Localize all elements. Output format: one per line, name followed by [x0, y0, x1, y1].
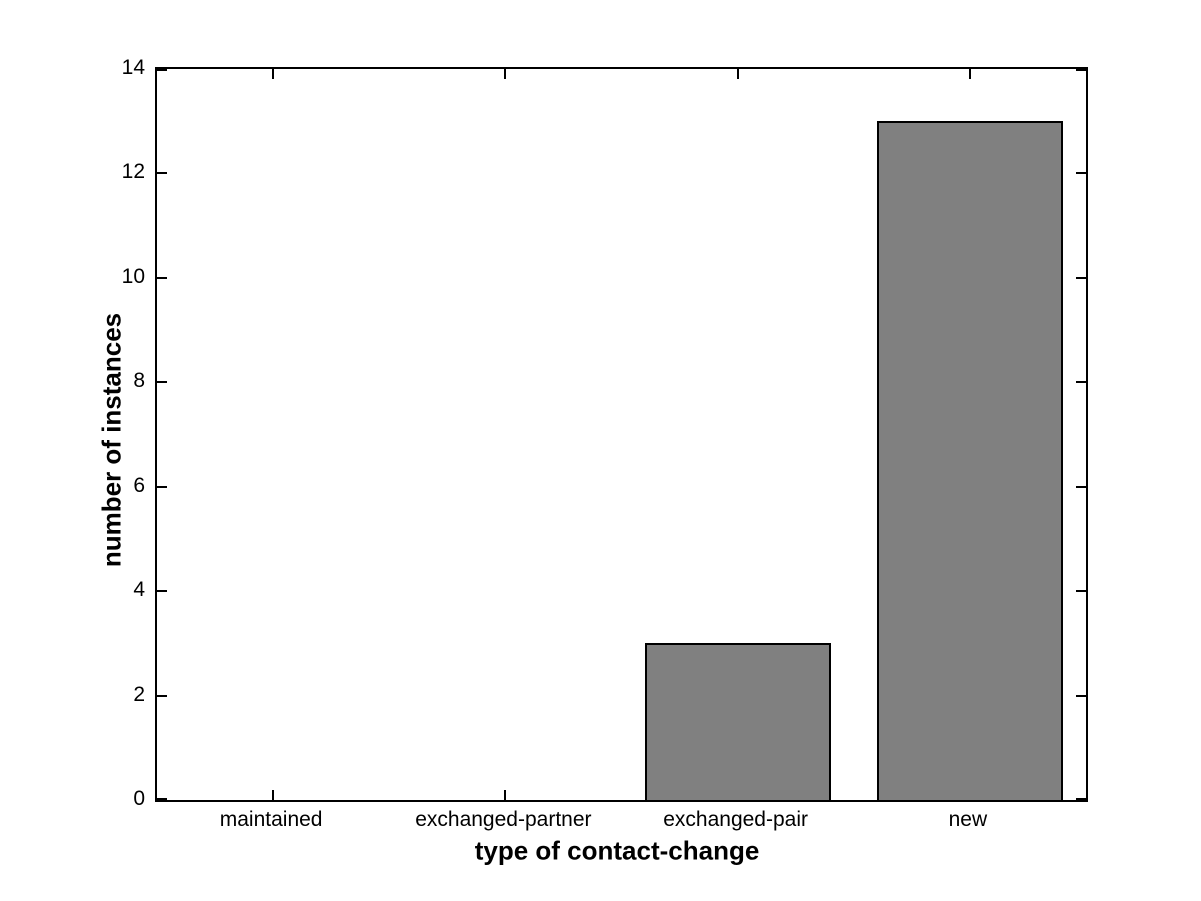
y-tick-right-12	[1076, 172, 1086, 175]
y-tick-right-2	[1076, 694, 1086, 697]
y-tick-left-2	[157, 694, 167, 697]
x-tick-top-maintained	[272, 69, 275, 79]
y-tick-left-6	[157, 485, 167, 488]
plot-area	[155, 67, 1088, 802]
x-tick-label-exchanged-partner: exchanged-partner	[415, 808, 592, 831]
y-tick-label-4: 4	[133, 578, 145, 602]
x-tick-label-exchanged-pair: exchanged-pair	[663, 808, 808, 831]
y-tick-label-14: 14	[121, 56, 145, 79]
y-tick-label-12: 12	[121, 160, 145, 184]
x-tick-top-new	[968, 69, 971, 79]
x-tick-bottom-exchanged-partner	[504, 790, 507, 800]
y-tick-right-14	[1076, 69, 1086, 71]
bar-new	[876, 121, 1063, 800]
y-axis-label: number of instances	[96, 312, 127, 568]
y-tick-right-10	[1076, 276, 1086, 279]
x-tick-label-new: new	[948, 808, 988, 831]
y-tick-right-0	[1076, 798, 1086, 800]
y-tick-left-10	[157, 276, 167, 279]
x-tick-bottom-maintained	[272, 790, 275, 800]
bar-exchanged-pair	[644, 643, 831, 800]
y-tick-label-0: 0	[133, 787, 145, 810]
x-tick-label-maintained: maintained	[219, 808, 323, 831]
y-tick-label-8: 8	[133, 369, 145, 393]
y-tick-label-6: 6	[133, 473, 145, 497]
y-tick-left-0	[157, 798, 167, 800]
y-tick-left-14	[157, 69, 167, 71]
y-tick-left-4	[157, 590, 167, 593]
x-tick-top-exchanged-pair	[736, 69, 739, 79]
y-tick-right-6	[1076, 485, 1086, 488]
x-tick-top-exchanged-partner	[504, 69, 507, 79]
y-tick-label-10: 10	[121, 264, 145, 288]
x-axis-label: type of contact-change	[474, 835, 760, 866]
y-tick-label-2: 2	[133, 682, 145, 706]
y-tick-right-8	[1076, 381, 1086, 384]
y-tick-left-8	[157, 381, 167, 384]
y-tick-left-12	[157, 172, 167, 175]
y-tick-right-4	[1076, 590, 1086, 593]
